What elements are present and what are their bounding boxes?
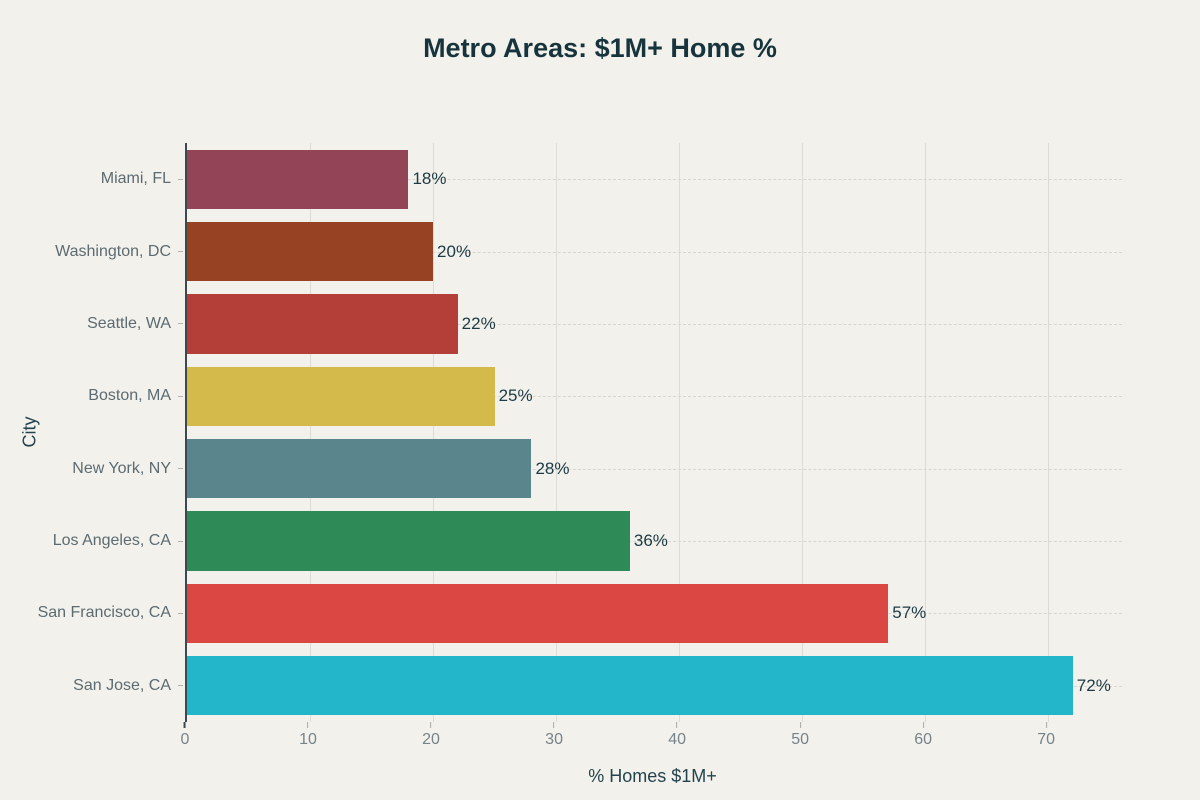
x-tick-label: 20 bbox=[422, 722, 440, 749]
horizontal-gridline bbox=[187, 179, 1122, 181]
horizontal-gridline bbox=[187, 251, 1122, 253]
x-tick-label: 0 bbox=[180, 722, 190, 749]
bar-row: 18% bbox=[187, 143, 1122, 215]
bar-row: 57% bbox=[187, 577, 1122, 649]
bar bbox=[187, 656, 1073, 716]
vertical-gridline bbox=[1048, 143, 1050, 722]
x-tick-text: 30 bbox=[545, 731, 563, 748]
horizontal-gridline bbox=[187, 396, 1122, 398]
x-tick-text: 70 bbox=[1037, 731, 1056, 748]
y-tick-label: Seattle, WA bbox=[87, 315, 183, 333]
y-tick-mark bbox=[178, 395, 183, 397]
vertical-gridline bbox=[556, 143, 558, 722]
vertical-gridline bbox=[802, 143, 804, 722]
bar-value-label: 28% bbox=[535, 458, 570, 478]
y-tick-mark bbox=[178, 178, 183, 180]
y-tick-mark bbox=[178, 685, 183, 687]
y-tick-label: San Jose, CA bbox=[73, 677, 183, 695]
y-tick-label: San Francisco, CA bbox=[38, 604, 183, 622]
x-tick-text: 0 bbox=[180, 731, 190, 748]
x-tick-mark bbox=[430, 722, 432, 728]
bar-row: 25% bbox=[187, 360, 1122, 432]
x-tick-label: 30 bbox=[545, 722, 563, 749]
y-tick-mark bbox=[178, 540, 183, 542]
bar bbox=[187, 439, 532, 499]
bar bbox=[187, 149, 409, 209]
x-tick-mark bbox=[676, 722, 678, 728]
x-tick-text: 20 bbox=[422, 731, 440, 748]
x-tick-label: 60 bbox=[914, 722, 932, 749]
bar-value-label: 18% bbox=[412, 169, 447, 189]
chart-title: Metro Areas: $1M+ Home % bbox=[423, 33, 777, 63]
y-tick-mark bbox=[178, 323, 183, 325]
bar-row: 20% bbox=[187, 215, 1122, 287]
x-tick-text: 50 bbox=[791, 731, 810, 748]
bar-value-label: 25% bbox=[498, 386, 533, 406]
x-tick-text: 10 bbox=[299, 731, 317, 748]
vertical-gridline bbox=[433, 143, 435, 722]
y-tick-mark bbox=[178, 612, 183, 614]
vertical-gridline bbox=[925, 143, 927, 722]
bar-row: 36% bbox=[187, 505, 1122, 577]
bar-value-label: 22% bbox=[461, 313, 496, 333]
bar bbox=[187, 583, 889, 644]
bar-row: 28% bbox=[187, 433, 1122, 505]
bar bbox=[187, 294, 458, 354]
horizontal-gridline bbox=[187, 468, 1122, 470]
x-tick-label: 50 bbox=[791, 722, 809, 749]
y-tick-text: Miami, FL bbox=[100, 170, 171, 188]
y-tick-mark bbox=[178, 251, 183, 253]
vertical-gridline bbox=[310, 143, 312, 722]
plot-area: 18% 20% 22% 25% 28% 36% 57% 72% bbox=[185, 143, 1122, 722]
x-tick-labels: 0 10 20 30 40 50 60 70 bbox=[181, 722, 1120, 762]
x-axis-label: % Homes $1M+ bbox=[588, 766, 717, 786]
x-tick-label: 40 bbox=[668, 722, 686, 749]
bar-value-label: 36% bbox=[633, 531, 668, 551]
y-tick-text: New York, NY bbox=[72, 459, 171, 477]
y-tick-mark bbox=[178, 468, 183, 470]
bar bbox=[187, 366, 495, 426]
vertical-gridline bbox=[679, 143, 681, 722]
x-tick-text: 40 bbox=[668, 731, 686, 748]
y-tick-text: Washington, DC bbox=[55, 242, 171, 260]
x-tick-text: 60 bbox=[914, 731, 933, 748]
y-tick-text: San Jose, CA bbox=[73, 676, 171, 694]
bar-value-label: 57% bbox=[892, 603, 927, 623]
y-tick-text: Boston, MA bbox=[88, 387, 171, 405]
y-tick-label: Washington, DC bbox=[55, 243, 183, 261]
bar-value-label: 20% bbox=[437, 241, 472, 261]
bar-value-label: 72% bbox=[1076, 675, 1111, 695]
x-tick-mark bbox=[184, 722, 186, 728]
x-tick-mark bbox=[553, 722, 555, 728]
y-tick-labels: Miami, FL Washington, DC Seattle, WA Boston… bbox=[0, 143, 183, 722]
x-tick-mark bbox=[799, 722, 801, 728]
x-tick-mark bbox=[922, 722, 924, 728]
y-tick-label: Los Angeles, CA bbox=[53, 532, 183, 550]
bar bbox=[187, 221, 434, 282]
y-tick-text: Los Angeles, CA bbox=[52, 532, 171, 550]
x-tick-label: 70 bbox=[1037, 722, 1055, 749]
bar bbox=[187, 511, 630, 571]
y-tick-text: San Francisco, CA bbox=[37, 604, 171, 622]
y-tick-label: Miami, FL bbox=[101, 170, 183, 188]
y-tick-text: Seattle, WA bbox=[87, 314, 171, 332]
y-tick-label: New York, NY bbox=[72, 460, 183, 478]
bar-row: 22% bbox=[187, 288, 1122, 360]
bar-row: 72% bbox=[187, 650, 1122, 722]
horizontal-gridline bbox=[187, 323, 1122, 325]
x-tick-label: 10 bbox=[299, 722, 317, 749]
x-tick-mark bbox=[1045, 722, 1047, 728]
horizontal-gridline bbox=[187, 541, 1122, 543]
x-tick-mark bbox=[307, 722, 309, 728]
y-tick-label: Boston, MA bbox=[88, 387, 183, 405]
